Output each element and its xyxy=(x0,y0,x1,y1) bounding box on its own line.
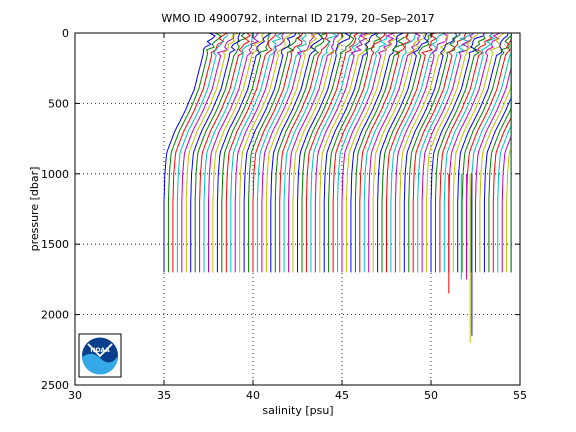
x-tick-label: 35 xyxy=(157,389,171,402)
profile-line xyxy=(337,32,388,273)
profile-line xyxy=(457,32,509,273)
profile-line xyxy=(417,32,471,273)
profile-line xyxy=(270,32,323,273)
x-tick-label: 50 xyxy=(424,389,438,402)
profile-line xyxy=(288,32,340,273)
y-axis-ticks: 0 500 1000 1500 2000 2500 xyxy=(41,27,520,392)
y-tick-label: 1000 xyxy=(41,168,69,181)
profile-line xyxy=(283,32,338,273)
profile-line xyxy=(345,32,399,273)
profile-line xyxy=(225,32,277,273)
profile-line xyxy=(274,32,327,273)
profile-line xyxy=(390,32,446,273)
profile-line xyxy=(256,32,307,273)
profile-line xyxy=(359,32,412,273)
profile-line xyxy=(412,32,467,273)
profile-line xyxy=(319,32,374,273)
profile-line xyxy=(199,32,251,273)
profile-line xyxy=(176,32,228,273)
plot-frame xyxy=(74,32,521,386)
profile-line xyxy=(230,32,283,273)
profile-line xyxy=(354,32,409,273)
y-axis-label: pressure [dbar] xyxy=(28,167,41,252)
profile-line xyxy=(363,32,418,273)
profile-line xyxy=(408,32,461,273)
profile-line xyxy=(265,32,320,273)
profile-line xyxy=(203,32,253,273)
logo-wave xyxy=(82,353,119,375)
y-tick-label: 500 xyxy=(48,97,69,110)
profile-line xyxy=(292,32,345,273)
x-tick-label: 30 xyxy=(68,389,82,402)
profile-line xyxy=(323,32,378,273)
x-axis-ticks: 30 35 40 45 50 55 xyxy=(68,33,527,402)
profile-line xyxy=(368,32,421,273)
profile-line xyxy=(194,32,247,273)
profile-line xyxy=(350,32,404,273)
x-tick-label: 55 xyxy=(513,389,527,402)
profile-line xyxy=(461,33,512,273)
profile-line xyxy=(310,32,363,273)
profile-line xyxy=(426,32,479,273)
x-tick-label: 45 xyxy=(335,389,349,402)
profile-line xyxy=(470,33,512,273)
profile-line xyxy=(435,32,486,273)
chart-title: WMO ID 4900792, internal ID 2179, 20–Sep… xyxy=(161,12,434,25)
profile-line xyxy=(221,32,270,273)
profile-line xyxy=(377,32,430,273)
profile-line xyxy=(421,32,475,273)
profile-line xyxy=(332,32,386,273)
profile-lines xyxy=(163,32,512,343)
profile-line xyxy=(212,32,265,273)
profile-line xyxy=(163,32,216,273)
profile-line xyxy=(394,32,448,273)
profile-line xyxy=(248,32,302,273)
profile-line xyxy=(305,32,359,273)
profile-line xyxy=(216,32,272,273)
profile-line xyxy=(430,32,485,273)
y-tick-label: 2500 xyxy=(41,379,69,392)
profile-line xyxy=(185,32,239,273)
profile-line xyxy=(181,32,235,273)
profile-line xyxy=(372,32,427,273)
profile-line xyxy=(261,32,316,273)
profile-line xyxy=(443,32,496,273)
profile-line xyxy=(475,33,512,273)
profile-line xyxy=(279,32,331,273)
profile-line xyxy=(403,32,457,273)
profile-line xyxy=(301,32,355,273)
profile-line xyxy=(341,32,395,273)
profile-line xyxy=(243,32,297,273)
profile-line xyxy=(208,32,260,273)
profile-line xyxy=(386,32,437,273)
profile-line xyxy=(399,32,449,273)
profile-line xyxy=(190,32,241,273)
x-tick-label: 40 xyxy=(246,389,260,402)
y-tick-label: 2000 xyxy=(41,309,69,322)
logo-text: NOAA xyxy=(90,347,110,354)
profile-line xyxy=(167,32,222,273)
profile-line xyxy=(252,32,304,273)
y-tick-label: 0 xyxy=(62,27,69,40)
profile-line xyxy=(439,32,494,273)
profile-line xyxy=(381,32,436,273)
noaa-logo: NOAA xyxy=(78,333,122,378)
profile-line xyxy=(172,32,228,273)
profile-line xyxy=(234,32,285,273)
logo-bird xyxy=(87,343,113,358)
y-tick-label: 1500 xyxy=(41,238,69,251)
profile-line xyxy=(452,32,505,273)
profile-line xyxy=(314,32,369,273)
profile-line xyxy=(239,32,293,273)
profile-line xyxy=(328,32,382,273)
x-axis-label: salinity [psu] xyxy=(262,404,333,417)
profile-line xyxy=(297,32,351,273)
